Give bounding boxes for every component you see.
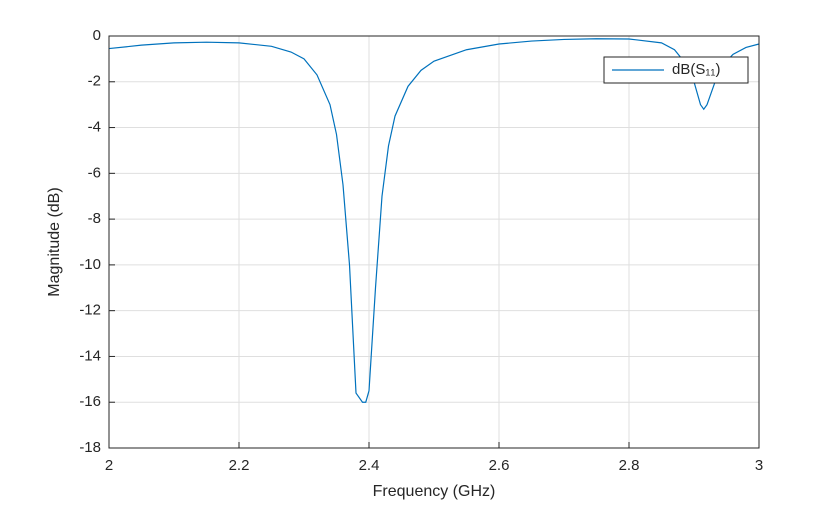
y-tick-label: -10 — [79, 256, 101, 273]
grid — [108, 35, 760, 449]
y-tick-label: -2 — [88, 73, 101, 90]
axes-box — [108, 35, 760, 449]
x-tick-label: 2.8 — [619, 457, 640, 474]
y-tick-label: -8 — [88, 210, 101, 227]
y-tick-label: -12 — [79, 302, 101, 319]
y-tick-label: -18 — [79, 439, 101, 456]
x-tick-label: 2.6 — [489, 457, 510, 474]
legend-label: dB(S₁₁) — [672, 61, 720, 78]
y-tick-label: -16 — [79, 393, 101, 410]
x-axis-label: Frequency (GHz) — [373, 483, 496, 500]
plot — [108, 38, 760, 403]
x-tick-label: 2 — [105, 457, 113, 474]
y-tick-label: 0 — [93, 27, 101, 44]
data-line — [108, 38, 760, 403]
y-tick-label: -6 — [88, 164, 101, 181]
y-tick-label: -4 — [88, 119, 101, 136]
y-axis-label: Magnitude (dB) — [46, 187, 63, 296]
x-tick-label: 2.2 — [229, 457, 250, 474]
x-tick-label: 2.4 — [359, 457, 380, 474]
x-tick-label: 3 — [755, 457, 763, 474]
y-tick-label: -14 — [79, 347, 101, 364]
